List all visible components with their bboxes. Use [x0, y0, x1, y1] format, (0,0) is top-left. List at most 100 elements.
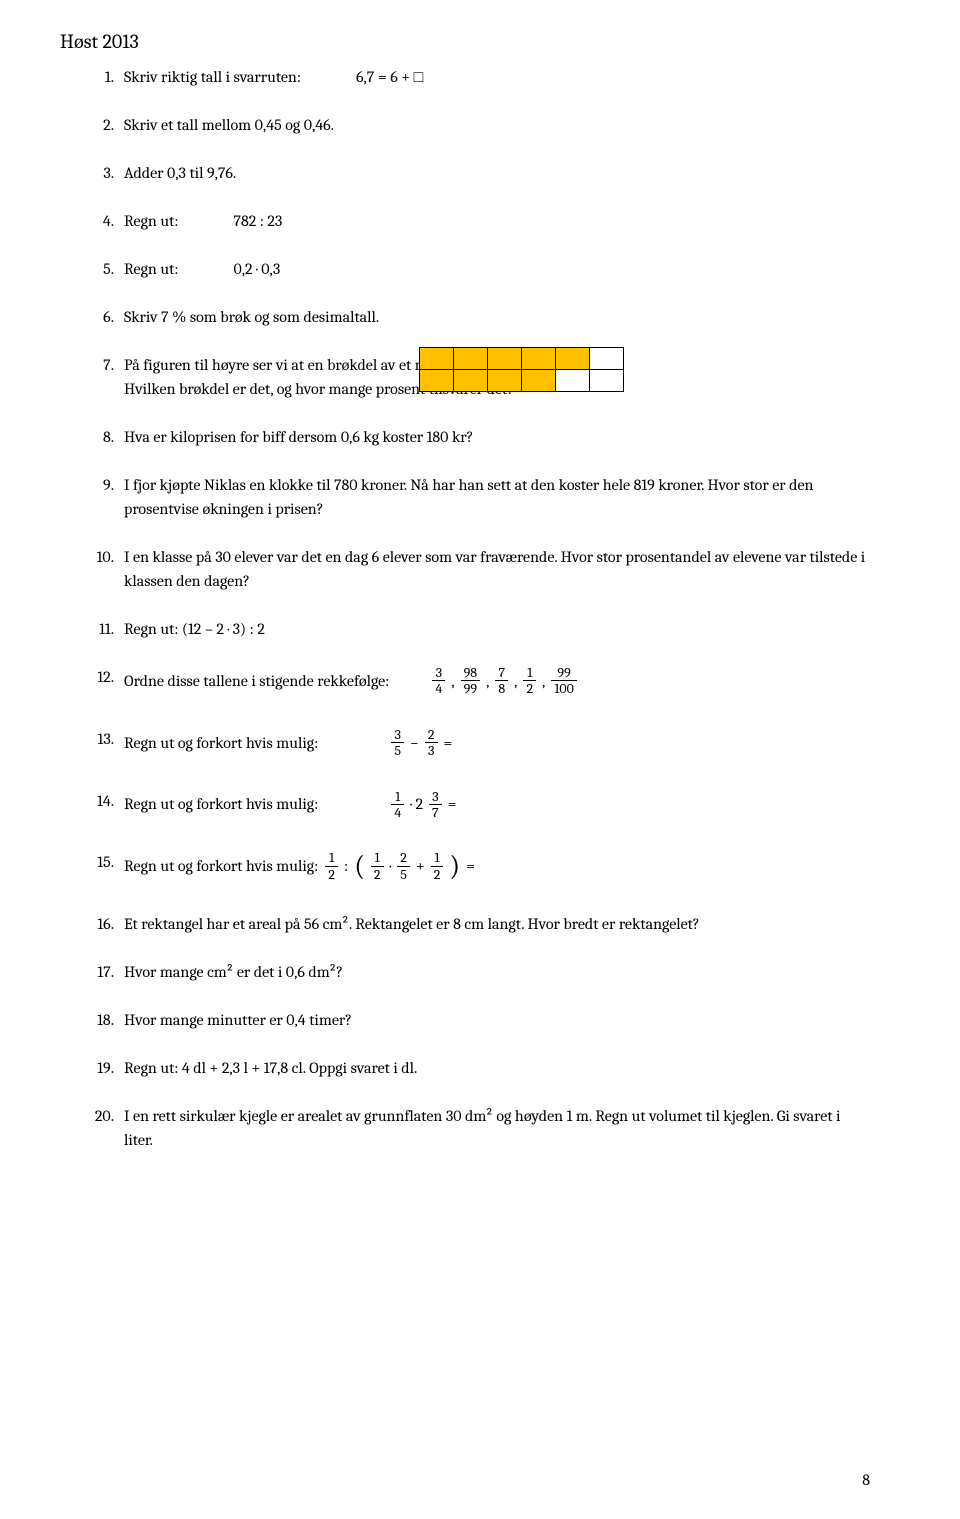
- fraction: 9899: [461, 665, 480, 697]
- q-body: I en rett sirkulær kjegle er arealet av …: [124, 1104, 870, 1152]
- q-expr: 6,7 = 6 + □: [356, 68, 423, 86]
- q-body: Skriv 7 % som brøk og som desimaltall.: [124, 305, 870, 329]
- q-num: 19.: [90, 1056, 124, 1080]
- q-body: Regn ut og forkort hvis mulig: 35 − 23 =: [124, 727, 870, 759]
- rect-cell: [488, 348, 522, 370]
- fraction: 12: [431, 850, 444, 882]
- q-num: 11.: [90, 617, 124, 641]
- eq: =: [444, 731, 453, 755]
- q-num: 17.: [90, 960, 124, 984]
- q-num: 16.: [90, 912, 124, 936]
- q-body: Regn ut: (12 – 2 · 3) : 2: [124, 617, 870, 641]
- separator: ,: [486, 669, 489, 693]
- question-6: 6. Skriv 7 % som brøk og som desimaltall…: [90, 305, 870, 329]
- fraction: 23: [425, 727, 438, 759]
- eq: =: [448, 792, 457, 816]
- op: −: [410, 731, 419, 755]
- question-4: 4. Regn ut: 782 : 23: [90, 209, 870, 233]
- question-16: 16. Et rektangel har et areal på 56 cm².…: [90, 912, 870, 936]
- q-body: Regn ut og forkort hvis mulig: 14 · 2 37…: [124, 789, 870, 821]
- q-expr: 0,2 · 0,3: [233, 260, 280, 278]
- question-8: 8. Hva er kiloprisen for biff dersom 0,6…: [90, 425, 870, 449]
- fraction: 78: [495, 665, 508, 697]
- q-num: 18.: [90, 1008, 124, 1032]
- question-10: 10. I en klasse på 30 elever var det en …: [90, 545, 870, 593]
- question-3: 3. Adder 0,3 til 9,76.: [90, 161, 870, 185]
- q-num: 4.: [90, 209, 124, 233]
- q-num: 5.: [90, 257, 124, 281]
- q-label: Ordne disse tallene i stigende rekkefølg…: [124, 669, 389, 693]
- q-body: På figuren til høyre ser vi at en brøkde…: [124, 353, 584, 401]
- question-1: 1. Skriv riktig tall i svarruten: 6,7 = …: [90, 65, 870, 89]
- question-15: 15. Regn ut og forkort hvis mulig: 12 : …: [90, 850, 870, 882]
- q-body: Regn ut: 782 : 23: [124, 209, 870, 233]
- q-num: 10.: [90, 545, 124, 569]
- question-13: 13. Regn ut og forkort hvis mulig: 35 − …: [90, 727, 870, 759]
- question-7: 7. På figuren til høyre ser vi at en brø…: [90, 353, 870, 401]
- page-title: Høst 2013: [60, 30, 870, 53]
- rect-cell: [590, 348, 624, 370]
- q-body: Skriv riktig tall i svarruten: 6,7 = 6 +…: [124, 65, 870, 89]
- separator: ,: [542, 669, 545, 693]
- rect-cell: [522, 370, 556, 392]
- colon: :: [344, 854, 348, 878]
- q-body: I en klasse på 30 elever var det en dag …: [124, 545, 870, 593]
- rect-cell: [590, 370, 624, 392]
- q-label: Regn ut og forkort hvis mulig:: [124, 731, 318, 755]
- question-list: 1. Skriv riktig tall i svarruten: 6,7 = …: [90, 65, 870, 1152]
- q-body: Hvor mange minutter er 0,4 timer?: [124, 1008, 870, 1032]
- rect-cell: [488, 370, 522, 392]
- op: ·: [390, 854, 392, 878]
- fraction: 14: [391, 789, 404, 821]
- q-body: Et rektangel har et areal på 56 cm². Rek…: [124, 912, 870, 936]
- q-num: 6.: [90, 305, 124, 329]
- question-18: 18. Hvor mange minutter er 0,4 timer?: [90, 1008, 870, 1032]
- fraction-list: 34 , 9899 , 78 , 12 , 99100: [429, 665, 579, 697]
- fraction: 37: [429, 789, 442, 821]
- q-num: 15.: [90, 850, 124, 874]
- q-label: Regn ut og forkort hvis mulig:: [124, 792, 318, 816]
- rparen-icon: ): [449, 852, 460, 880]
- question-2: 2. Skriv et tall mellom 0,45 og 0,46.: [90, 113, 870, 137]
- rect-cell: [420, 370, 454, 392]
- rect-cell: [454, 370, 488, 392]
- op: · 2: [410, 792, 423, 816]
- rect-cell: [420, 348, 454, 370]
- q-label: Regn ut:: [124, 260, 178, 278]
- question-11: 11. Regn ut: (12 – 2 · 3) : 2: [90, 617, 870, 641]
- q-body: I fjor kjøpte Niklas en klokke til 780 k…: [124, 473, 870, 521]
- q-num: 14.: [90, 789, 124, 813]
- question-12: 12. Ordne disse tallene i stigende rekke…: [90, 665, 870, 697]
- q-body: Regn ut og forkort hvis mulig: 12 : ( 12…: [124, 850, 870, 882]
- separator: ,: [514, 669, 517, 693]
- q-num: 13.: [90, 727, 124, 751]
- q-body: Ordne disse tallene i stigende rekkefølg…: [124, 665, 870, 697]
- q-num: 1.: [90, 65, 124, 89]
- q-num: 2.: [90, 113, 124, 137]
- rect-cell: [522, 348, 556, 370]
- fraction: 12: [325, 850, 338, 882]
- separator: ,: [451, 669, 454, 693]
- q-num: 3.: [90, 161, 124, 185]
- fraction: 35: [391, 727, 404, 759]
- fraction: 34: [432, 665, 445, 697]
- math-expr: 12 : ( 12 · 25 + 12 ) =: [322, 850, 478, 882]
- q-label: Regn ut:: [124, 212, 178, 230]
- question-17: 17. Hvor mange cm² er det i 0,6 dm²?: [90, 960, 870, 984]
- fraction: 25: [397, 850, 410, 882]
- question-14: 14. Regn ut og forkort hvis mulig: 14 · …: [90, 789, 870, 821]
- q-body: Hvor mange cm² er det i 0,6 dm²?: [124, 960, 870, 984]
- lparen-icon: (: [354, 852, 365, 880]
- question-5: 5. Regn ut: 0,2 · 0,3: [90, 257, 870, 281]
- rect-cell: [556, 370, 590, 392]
- q-label: Regn ut og forkort hvis mulig:: [124, 854, 318, 878]
- q-body: Regn ut: 4 dl + 2,3 l + 17,8 cl. Oppgi s…: [124, 1056, 870, 1080]
- q-num: 8.: [90, 425, 124, 449]
- q-num: 12.: [90, 665, 124, 689]
- q-num: 20.: [90, 1104, 124, 1128]
- fraction: 12: [523, 665, 536, 697]
- q-body: Hva er kiloprisen for biff dersom 0,6 kg…: [124, 425, 870, 449]
- q-body: Adder 0,3 til 9,76.: [124, 161, 870, 185]
- rect-cell: [556, 348, 590, 370]
- q-text: Skriv riktig tall i svarruten:: [124, 68, 301, 86]
